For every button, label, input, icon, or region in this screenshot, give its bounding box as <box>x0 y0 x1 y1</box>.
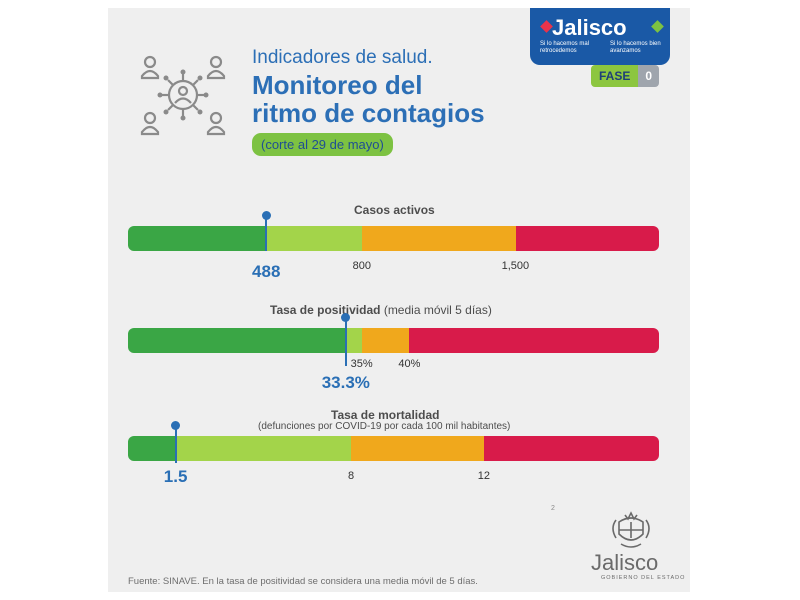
value-marker-dot <box>171 421 181 430</box>
bar-segment-red <box>515 226 659 251</box>
value-marker-line <box>174 426 177 463</box>
bar-segment-red <box>409 328 659 353</box>
value-marker-dot <box>261 211 271 220</box>
bar-segment-green-dark <box>128 328 346 353</box>
indicator-title-mortality: Tasa de mortalidad <box>331 408 439 422</box>
bar-segment-green-dark <box>128 436 176 461</box>
indicator-bar-active-cases <box>128 226 659 251</box>
phase-value: 0 <box>638 65 660 87</box>
indicator-title-text: Tasa de positividad <box>270 303 381 317</box>
bar-segment-orange <box>351 436 484 461</box>
indicator-title-text: Tasa de mortalidad <box>331 408 440 422</box>
indicator-title-active-cases: Casos activos <box>354 203 435 217</box>
page-subtitle: Indicadores de salud. <box>252 47 433 68</box>
bar-segment-red <box>483 436 659 461</box>
indicator-title-positivity: Tasa de positividad (media móvil 5 días) <box>270 303 492 317</box>
indicator-bar-positivity <box>128 328 659 353</box>
infographic-card <box>108 8 690 592</box>
page-title-line2: ritmo de contagios <box>252 98 485 128</box>
bar-segment-green-light <box>266 226 362 251</box>
source-note: Fuente: SINAVE. En la tasa de positivida… <box>128 576 478 587</box>
indicator-subtitle: (defunciones por COVID-19 por cada 100 m… <box>258 421 511 432</box>
indicator-note: (media móvil 5 días) <box>380 303 492 317</box>
brand-slogan-right: Si lo hacemos bien avanzamos <box>610 41 661 54</box>
indicator-value: 1.5 <box>163 467 188 486</box>
government-logo-subtitle: GOBIERNO DEL ESTADO <box>601 575 686 581</box>
threshold-label: 8 <box>348 470 355 482</box>
phase-badge: FASE 0 <box>591 65 660 87</box>
value-marker-line <box>265 216 268 251</box>
brand-badge: Jalisco Si lo hacemos mal retrocedemos S… <box>530 8 670 65</box>
people-network-icon <box>140 55 226 136</box>
bar-segment-green-light <box>175 436 351 461</box>
threshold-label: 12 <box>477 470 491 482</box>
date-badge: (corte al 29 de mayo) <box>252 133 393 156</box>
brand-arrow-right-icon <box>651 20 664 33</box>
indicator-value: 33.3% <box>321 373 370 392</box>
bar-segment-green-dark <box>128 226 267 251</box>
brand-name: Jalisco <box>552 15 627 40</box>
threshold-label: 1,500 <box>501 260 530 272</box>
bar-segment-orange <box>361 226 516 251</box>
value-marker-line <box>344 318 347 366</box>
indicator-value: 488 <box>252 262 281 281</box>
page-mark: 2 <box>551 505 555 512</box>
state-crest-icon <box>612 511 650 548</box>
indicator-bar-mortality <box>128 436 659 461</box>
brand-slogan-left: Si lo hacemos mal retrocedemos <box>540 41 590 54</box>
bar-segment-green-light <box>345 328 362 353</box>
threshold-label: 40% <box>398 358 421 370</box>
threshold-label: 35% <box>350 358 373 370</box>
phase-label: FASE <box>591 65 639 87</box>
value-marker-dot <box>341 313 351 322</box>
brand-arrow-left-icon <box>540 20 553 33</box>
threshold-label: 800 <box>352 260 371 272</box>
government-logo-text: Jalisco <box>591 550 659 575</box>
page-title-line1: Monitoreo del <box>252 70 423 100</box>
indicator-title-text: Casos activos <box>354 203 435 217</box>
bar-segment-orange <box>361 328 410 353</box>
